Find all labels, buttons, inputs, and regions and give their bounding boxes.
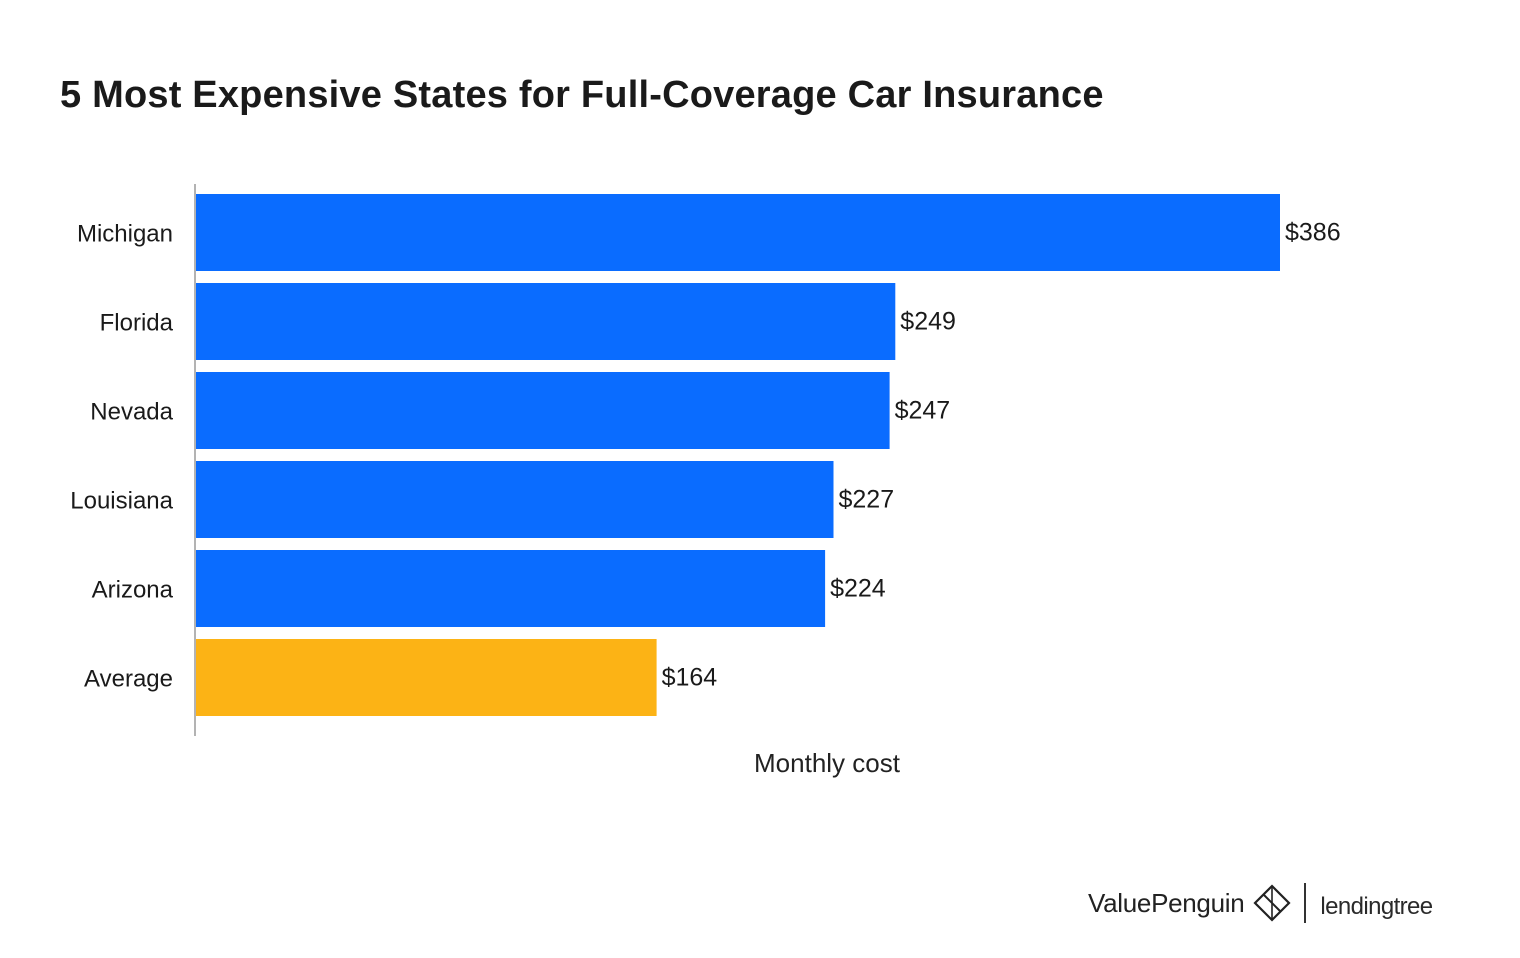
lendingtree-logo-text: lendingtree xyxy=(1320,893,1433,920)
x-axis-title: Monthly cost xyxy=(754,748,901,778)
value-label-arizona: $224 xyxy=(830,575,886,603)
valuepenguin-logo-text: ValuePenguin xyxy=(1088,887,1245,918)
value-label-florida: $249 xyxy=(900,308,956,336)
value-label-louisiana: $227 xyxy=(839,486,895,514)
valuepenguin-diamond-icon xyxy=(1253,884,1291,922)
category-label-michigan: Michigan xyxy=(77,221,173,248)
bar-average xyxy=(196,639,657,716)
category-label-arizona: Arizona xyxy=(92,577,174,604)
bar-louisiana xyxy=(196,461,834,538)
footer-brands: ValuePenguin lendingtree xyxy=(1088,878,1433,928)
value-label-average: $164 xyxy=(662,664,718,692)
labels-layer: Michigan $386 Florida $249 Nevada $247 Louisia… xyxy=(70,219,1340,693)
value-label-nevada: $247 xyxy=(895,397,951,425)
bars-layer xyxy=(196,194,1280,716)
bar-arizona xyxy=(196,550,826,627)
category-label-florida: Florida xyxy=(100,310,174,337)
bar-michigan xyxy=(196,194,1280,271)
chart-title: 5 Most Expensive States for Full-Coverag… xyxy=(60,74,1104,116)
category-label-nevada: Nevada xyxy=(90,399,173,426)
category-label-louisiana: Louisiana xyxy=(70,488,173,515)
brand-divider xyxy=(1304,883,1307,923)
value-label-michigan: $386 xyxy=(1285,219,1341,247)
category-label-average: Average xyxy=(84,666,173,693)
bar-nevada xyxy=(196,372,890,449)
bar-florida xyxy=(196,283,896,360)
